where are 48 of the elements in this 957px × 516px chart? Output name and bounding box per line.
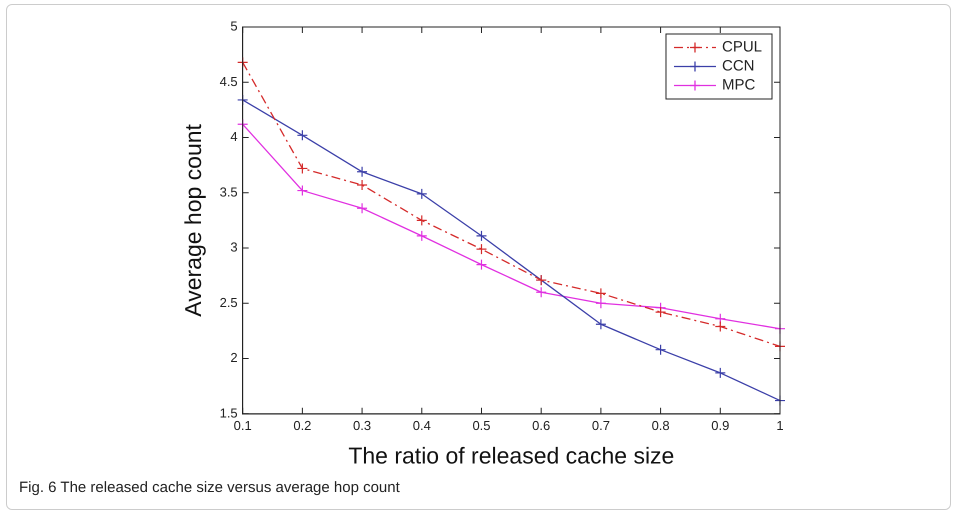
point — [595, 298, 606, 309]
point — [237, 118, 248, 130]
x-axis-title: The ratio of released cache size — [348, 442, 674, 469]
y-tick-label: 3.5 — [220, 184, 238, 200]
legend-label: CPUL — [722, 38, 762, 56]
point — [476, 230, 488, 242]
y-tick-label: 5 — [230, 18, 238, 34]
point — [714, 313, 726, 324]
point — [356, 179, 368, 191]
point — [356, 202, 368, 214]
point — [595, 288, 606, 299]
point — [595, 318, 606, 330]
x-tick-label: 0.2 — [293, 418, 312, 434]
point — [714, 367, 726, 379]
y-tick-label: 2 — [230, 350, 238, 366]
point — [476, 244, 488, 255]
y-axis-title: Average hop count — [180, 123, 206, 317]
y-tick-label: 2.5 — [220, 294, 238, 310]
point — [237, 94, 248, 106]
point — [654, 306, 666, 318]
y-tick-label: 3 — [230, 240, 238, 255]
point — [416, 188, 428, 200]
legend-label: MPC — [722, 76, 756, 94]
point — [296, 184, 308, 196]
x-tick-label: 0.6 — [532, 418, 550, 434]
point — [296, 130, 308, 141]
x-tick-label: 0.8 — [652, 418, 670, 434]
x-tick-label: 0.9 — [711, 418, 730, 434]
y-tick-label: 4.5 — [220, 74, 238, 89]
point — [536, 286, 547, 298]
point — [356, 166, 368, 178]
point — [654, 344, 666, 356]
caption: Fig. 6 The released cache size versus average hop count — [19, 479, 400, 496]
x-tick-label: 0.4 — [412, 418, 431, 434]
point — [714, 320, 726, 332]
y-tick-label: 1.5 — [220, 405, 238, 420]
point — [416, 230, 428, 242]
x-tick-label: 0.3 — [353, 418, 372, 434]
y-tick-label: 4 — [230, 129, 238, 144]
point — [237, 56, 248, 68]
x-tick-label: 0.1 — [234, 418, 252, 434]
x-tick-label: 0.7 — [592, 418, 610, 434]
point — [416, 214, 428, 226]
point — [296, 162, 308, 174]
legend-label: CCN — [722, 58, 754, 75]
point — [476, 259, 488, 270]
x-tick-label: 0.5 — [472, 418, 491, 434]
x-tick-label: 1 — [776, 418, 784, 434]
